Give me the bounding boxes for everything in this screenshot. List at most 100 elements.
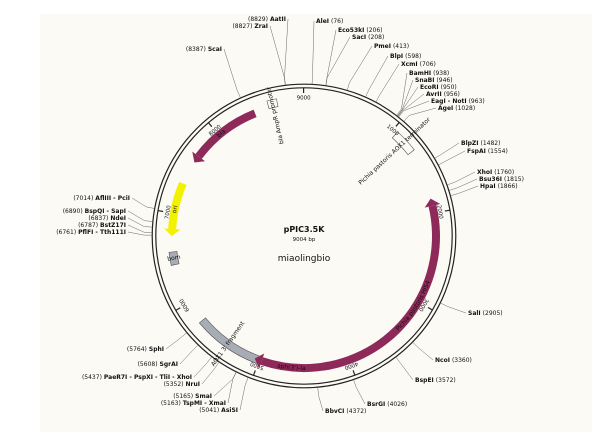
site-position: (6890) xyxy=(63,208,83,215)
pichia-his4-arrow-head xyxy=(424,198,441,208)
site-label: (7014) AflIII - PciI xyxy=(73,195,130,202)
site-position: (5165) xyxy=(173,393,193,400)
tick-label: 5000 xyxy=(249,360,265,371)
site-name: EagI - NotI xyxy=(431,98,467,105)
site-name: Bsu36I xyxy=(479,176,502,183)
site-leader-line xyxy=(284,18,289,86)
site-leader-line xyxy=(397,86,419,117)
bla-label-path xyxy=(196,115,256,163)
restriction-sites: AleI (76) Eco53kI (206)SacI (208) PmeI (413) Bl… xyxy=(56,16,524,415)
site-label: PmeI (413) xyxy=(374,43,409,50)
site-name: SnaBI xyxy=(415,77,434,84)
site-name: XhoI xyxy=(477,169,492,176)
site-leader-line xyxy=(434,142,460,159)
tick-mark xyxy=(252,370,256,376)
site-name: SgrAI xyxy=(160,361,178,368)
site-label: SnaBI (946) xyxy=(415,77,453,84)
site-label: (6761) PflFI - Tth111I xyxy=(56,229,126,236)
site-label: AvrII (956) xyxy=(426,91,460,98)
site-leader-line xyxy=(448,178,478,191)
site-leader-line xyxy=(223,48,241,98)
site-leader-line xyxy=(365,55,389,98)
site-leader-line xyxy=(438,150,466,166)
pichia-aox1-terminator-label: Pichia pastoris AOX1 terminator xyxy=(357,116,432,187)
site-position: (950) xyxy=(441,84,457,91)
site-leader-line xyxy=(325,36,351,86)
bla-ampr-promoter-label: bla AmpR promoter xyxy=(265,85,285,144)
site-name: BspQI - SapI xyxy=(85,208,126,215)
site-position: (3572) xyxy=(436,377,456,384)
tick-label: 7000 xyxy=(164,205,172,220)
site-leader-line xyxy=(397,93,425,117)
site-leader-line xyxy=(127,224,153,233)
site-position: (76) xyxy=(331,18,343,25)
site-label: (5437) PaeR7I - PspXI - TliI - XhoI xyxy=(82,374,192,381)
site-label: EcoRI (950) xyxy=(420,84,457,91)
site-leader-line xyxy=(317,387,324,412)
tick-label: 4000 xyxy=(343,360,359,371)
site-leader-line xyxy=(396,72,408,116)
site-name: XcmI xyxy=(401,61,418,68)
site-name: Eco53kI xyxy=(338,27,364,34)
site-position: (2905) xyxy=(483,310,503,317)
site-leader-line xyxy=(131,197,155,209)
site-name: AgeI xyxy=(438,105,453,112)
site-label: Eco53kI (206) xyxy=(338,27,383,34)
plasmid-name: pPIC3.5K xyxy=(284,225,326,234)
site-label: BlpZI (1482) xyxy=(461,140,500,147)
site-leader-line xyxy=(165,332,187,350)
site-leader-line xyxy=(227,372,237,404)
site-leader-line xyxy=(127,217,153,228)
site-name: AflIII - PciI xyxy=(95,195,130,202)
site-name: SmaI xyxy=(195,393,212,400)
site-name: AsiSI xyxy=(221,407,238,414)
site-label: BbvCI (4372) xyxy=(325,408,366,415)
site-position: (5352) xyxy=(164,381,184,388)
plasmid-map-panel: 1000 2000 3000 4000 5000 6000 7000 8000 9000 bla… xyxy=(40,14,592,432)
site-label: AleI (76) xyxy=(316,18,343,25)
site-leader-line xyxy=(398,100,430,118)
site-position: (8829) xyxy=(248,16,268,23)
plasmid-size: 9004 bp xyxy=(293,237,316,243)
site-name: PaeR7I - PspXI - TliI - XhoI xyxy=(104,374,192,381)
tick-mark xyxy=(207,122,213,128)
site-leader-line xyxy=(201,361,220,385)
site-position: (5608) xyxy=(138,361,158,368)
site-label: SalI (2905) xyxy=(468,310,503,317)
site-position: (5041) xyxy=(199,407,219,414)
bom-box xyxy=(168,251,180,266)
ori-arrow-head xyxy=(164,228,181,237)
site-label: (5608) SgrAI xyxy=(138,361,178,368)
site-leader-line xyxy=(127,231,153,236)
site-position: (963) xyxy=(469,98,485,105)
tick-mark xyxy=(175,307,181,311)
site-position: (1866) xyxy=(498,183,518,190)
site-name: BspEI xyxy=(415,377,434,384)
site-name: FspAI xyxy=(467,148,486,155)
site-label: BlpI (598) xyxy=(390,53,421,60)
site-label: (8387) ScaI xyxy=(186,46,222,53)
site-leader-line xyxy=(353,379,366,405)
site-label: (5163) TspMI - XmaI xyxy=(161,400,226,407)
site-name: NruI xyxy=(186,381,200,388)
site-leader-line xyxy=(397,79,414,117)
site-leader-line xyxy=(179,344,199,365)
site-position: (5437) xyxy=(82,374,102,381)
site-label: XhoI (1760) xyxy=(477,169,514,176)
bom-label: bom xyxy=(167,254,181,263)
site-name: BlpZI xyxy=(461,140,479,147)
site-leader-line xyxy=(403,107,437,122)
site-name: ScaI xyxy=(208,46,222,53)
site-position: (6837) xyxy=(88,215,108,222)
site-position: (208) xyxy=(368,34,384,41)
tick-label: 2000 xyxy=(435,205,443,220)
site-name: HpaI xyxy=(480,183,496,190)
site-name: SphI xyxy=(149,346,164,353)
site-position: (946) xyxy=(436,77,452,84)
site-position: (8827) xyxy=(232,23,252,30)
site-name: NcoI xyxy=(435,357,450,364)
ori-arrow-body xyxy=(168,181,187,230)
backbone-ring xyxy=(151,83,457,389)
aox1-3-fragment-label: AOX1 3' fragment xyxy=(210,320,247,368)
pichia-aox1-terminator-box xyxy=(391,131,415,156)
